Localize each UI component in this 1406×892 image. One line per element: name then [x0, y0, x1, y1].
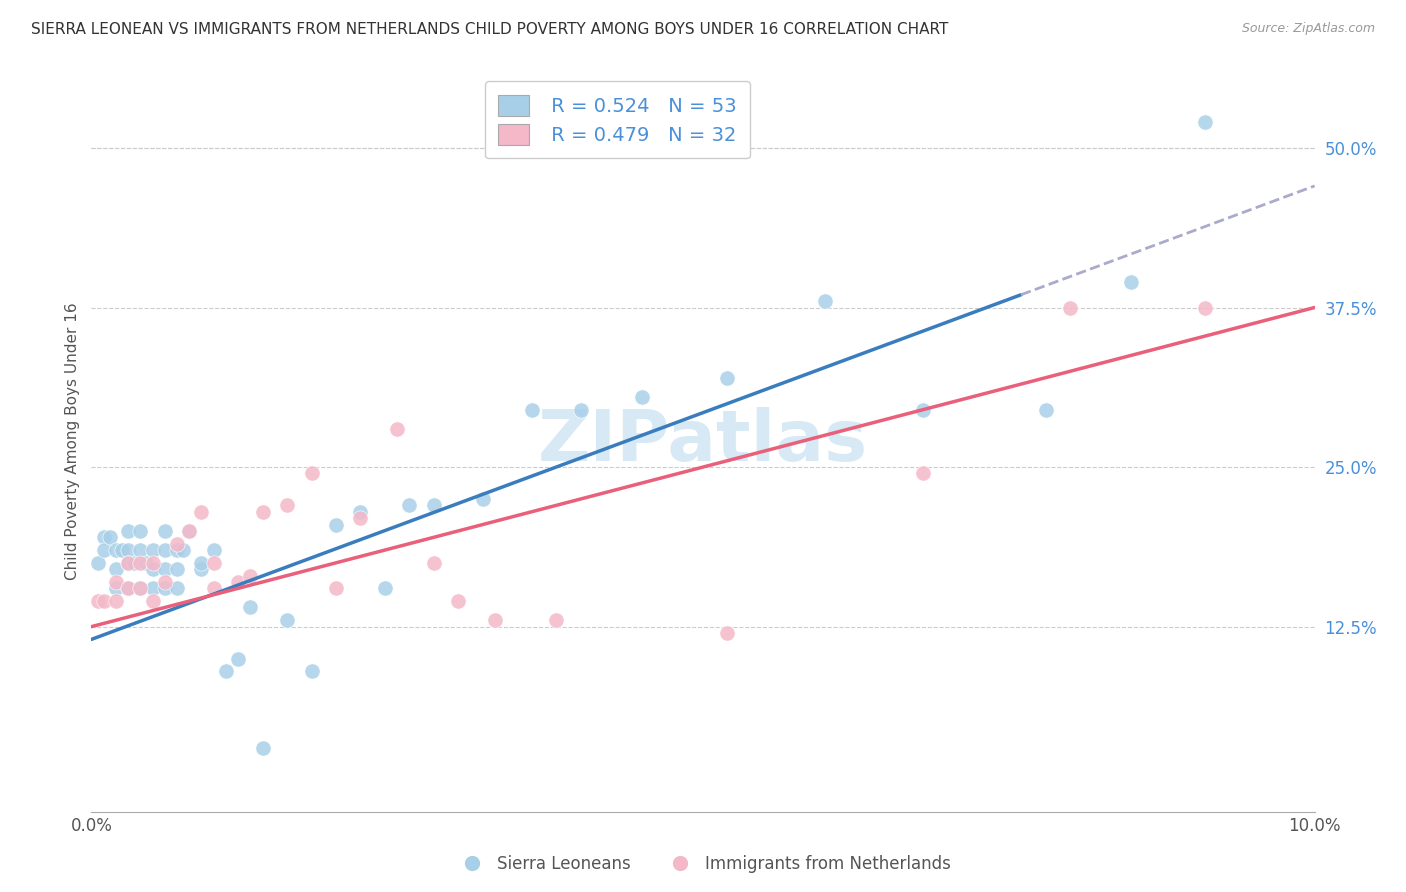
Point: [129, 543, 152, 558]
Point: [546, 613, 568, 627]
Point: [484, 613, 506, 627]
Point: [93, 594, 115, 608]
Point: [141, 543, 163, 558]
Point: [276, 613, 298, 627]
Point: [166, 536, 188, 550]
Point: [172, 543, 194, 558]
Point: [276, 499, 298, 513]
Point: [166, 543, 188, 558]
Point: [86, 556, 108, 570]
Point: [179, 524, 201, 538]
Legend:  R = 0.524   N = 53,  R = 0.479   N = 32: R = 0.524 N = 53, R = 0.479 N = 32: [485, 81, 751, 159]
Point: [129, 556, 152, 570]
Point: [117, 543, 139, 558]
Point: [166, 562, 188, 576]
Point: [226, 651, 249, 665]
Point: [190, 556, 212, 570]
Point: [325, 517, 347, 532]
Y-axis label: Child Poverty Among Boys Under 16: Child Poverty Among Boys Under 16: [65, 302, 80, 581]
Point: [1194, 115, 1216, 129]
Point: [226, 574, 249, 589]
Point: [447, 594, 470, 608]
Point: [153, 574, 176, 589]
Point: [117, 582, 139, 596]
Point: [814, 294, 837, 309]
Point: [117, 556, 139, 570]
Point: [423, 556, 446, 570]
Point: [129, 582, 152, 596]
Point: [93, 543, 115, 558]
Point: [301, 665, 323, 679]
Point: [104, 582, 127, 596]
Point: [631, 390, 654, 404]
Point: [129, 582, 152, 596]
Point: [104, 574, 127, 589]
Point: [117, 524, 139, 538]
Point: [93, 530, 115, 544]
Point: [301, 467, 323, 481]
Point: [86, 594, 108, 608]
Point: [398, 499, 420, 513]
Point: [111, 543, 134, 558]
Point: [374, 582, 396, 596]
Point: [104, 594, 127, 608]
Point: [912, 402, 935, 417]
Point: [716, 626, 738, 640]
Legend: Sierra Leoneans, Immigrants from Netherlands: Sierra Leoneans, Immigrants from Netherl…: [449, 848, 957, 880]
Point: [349, 505, 371, 519]
Point: [141, 594, 163, 608]
Point: [179, 524, 201, 538]
Point: [153, 582, 176, 596]
Point: [117, 582, 139, 596]
Point: [520, 402, 543, 417]
Point: [202, 543, 225, 558]
Point: [716, 370, 738, 384]
Point: [190, 505, 212, 519]
Point: [202, 556, 225, 570]
Point: [423, 499, 446, 513]
Point: [385, 422, 409, 436]
Point: [1035, 402, 1057, 417]
Point: [1121, 275, 1143, 289]
Point: [104, 543, 127, 558]
Point: [153, 562, 176, 576]
Point: [912, 467, 935, 481]
Point: [117, 556, 139, 570]
Point: [325, 582, 347, 596]
Point: [98, 530, 121, 544]
Point: [471, 491, 494, 506]
Point: [129, 524, 152, 538]
Point: [166, 582, 188, 596]
Point: [349, 511, 371, 525]
Point: [141, 582, 163, 596]
Point: [239, 568, 262, 582]
Point: [202, 582, 225, 596]
Point: [135, 556, 157, 570]
Point: [153, 543, 176, 558]
Point: [252, 505, 274, 519]
Point: [569, 402, 592, 417]
Point: [1059, 301, 1081, 315]
Text: Source: ZipAtlas.com: Source: ZipAtlas.com: [1241, 22, 1375, 36]
Point: [215, 665, 238, 679]
Text: ZIPatlas: ZIPatlas: [538, 407, 868, 476]
Point: [190, 562, 212, 576]
Text: SIERRA LEONEAN VS IMMIGRANTS FROM NETHERLANDS CHILD POVERTY AMONG BOYS UNDER 16 : SIERRA LEONEAN VS IMMIGRANTS FROM NETHER…: [31, 22, 948, 37]
Point: [122, 556, 145, 570]
Point: [239, 600, 262, 615]
Point: [141, 556, 163, 570]
Point: [1194, 301, 1216, 315]
Point: [252, 740, 274, 755]
Point: [141, 562, 163, 576]
Point: [153, 524, 176, 538]
Point: [104, 562, 127, 576]
